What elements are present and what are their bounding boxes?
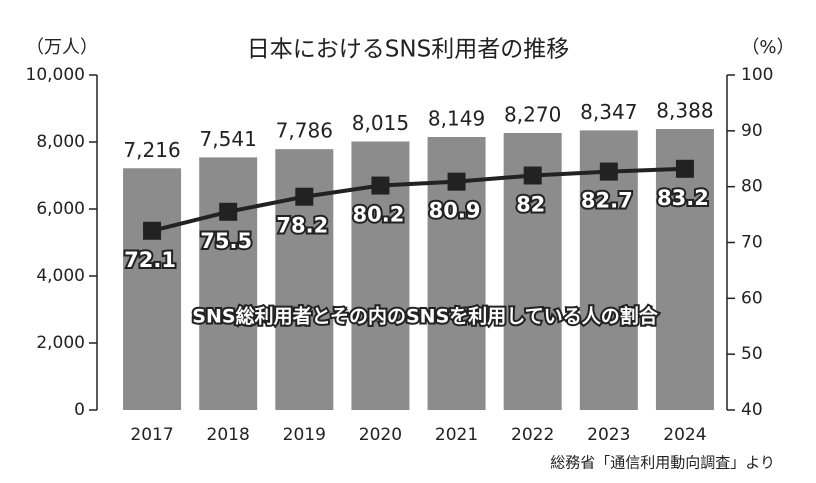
bar-value-label: 8,015 bbox=[352, 111, 409, 135]
chart-title: 日本におけるSNS利用者の推移 bbox=[247, 37, 569, 63]
bar-value-label: 8,388 bbox=[656, 99, 713, 123]
line-value-label: 80.9 bbox=[429, 199, 481, 223]
line-marker bbox=[523, 166, 542, 185]
y2-tick-label: 50 bbox=[741, 344, 763, 364]
line-marker bbox=[295, 187, 314, 206]
y-tick-label: 10,000 bbox=[26, 65, 85, 85]
y-tick-label: 4,000 bbox=[36, 266, 85, 286]
bar-value-label: 8,270 bbox=[504, 102, 561, 126]
y2-axis-label: （%） bbox=[741, 37, 794, 58]
line-value-label: 78.2 bbox=[276, 214, 328, 238]
line-value-label: 83.2 bbox=[657, 186, 709, 210]
line-value-label: 72.1 bbox=[124, 248, 176, 272]
y2-tick-label: 40 bbox=[741, 400, 763, 420]
bar bbox=[123, 168, 182, 410]
y2-tick-label: 60 bbox=[741, 288, 763, 308]
bar-value-label: 7,786 bbox=[276, 119, 333, 143]
source-note: 総務省「通信利用動向調査」より bbox=[550, 454, 775, 472]
line-value-label: 75.5 bbox=[200, 229, 252, 253]
y-tick-label: 8,000 bbox=[36, 132, 85, 152]
line-value-label: 80.2 bbox=[353, 203, 405, 227]
x-tick-label: 2019 bbox=[283, 425, 326, 445]
line-marker bbox=[219, 202, 238, 221]
line-marker bbox=[371, 176, 390, 195]
x-tick-label: 2018 bbox=[207, 425, 250, 445]
y-tick-label: 0 bbox=[74, 400, 85, 420]
y-tick-label: 6,000 bbox=[36, 199, 85, 219]
x-tick-label: 2017 bbox=[130, 425, 173, 445]
x-tick-label: 2020 bbox=[359, 425, 402, 445]
bar-value-label: 8,347 bbox=[580, 100, 637, 124]
y2-tick-label: 90 bbox=[741, 121, 763, 141]
y2-tick-label: 80 bbox=[741, 177, 763, 197]
annotation: SNS総利用者とその内のSNSを利用している人の割合 bbox=[192, 305, 658, 328]
y-tick-label: 2,000 bbox=[36, 333, 85, 353]
x-tick-label: 2024 bbox=[663, 425, 706, 445]
line-marker bbox=[675, 159, 694, 178]
y-axis-label: （万人） bbox=[26, 37, 98, 58]
line-marker bbox=[447, 172, 466, 191]
bar-value-label: 7,541 bbox=[200, 127, 257, 151]
line bbox=[151, 166, 686, 233]
x-tick-label: 2023 bbox=[587, 425, 630, 445]
bar bbox=[199, 157, 258, 410]
bar-value-label: 7,216 bbox=[123, 138, 180, 162]
line-marker bbox=[599, 162, 618, 181]
x-tick-label: 2021 bbox=[435, 425, 478, 445]
line-value-label: 82 bbox=[516, 193, 545, 217]
y2-tick-label: 70 bbox=[741, 233, 763, 253]
line-marker bbox=[143, 221, 162, 240]
bar-value-label: 8,149 bbox=[428, 107, 485, 131]
y2-tick-label: 100 bbox=[741, 65, 773, 85]
line-value-label: 82.7 bbox=[581, 189, 633, 213]
x-tick-label: 2022 bbox=[511, 425, 554, 445]
